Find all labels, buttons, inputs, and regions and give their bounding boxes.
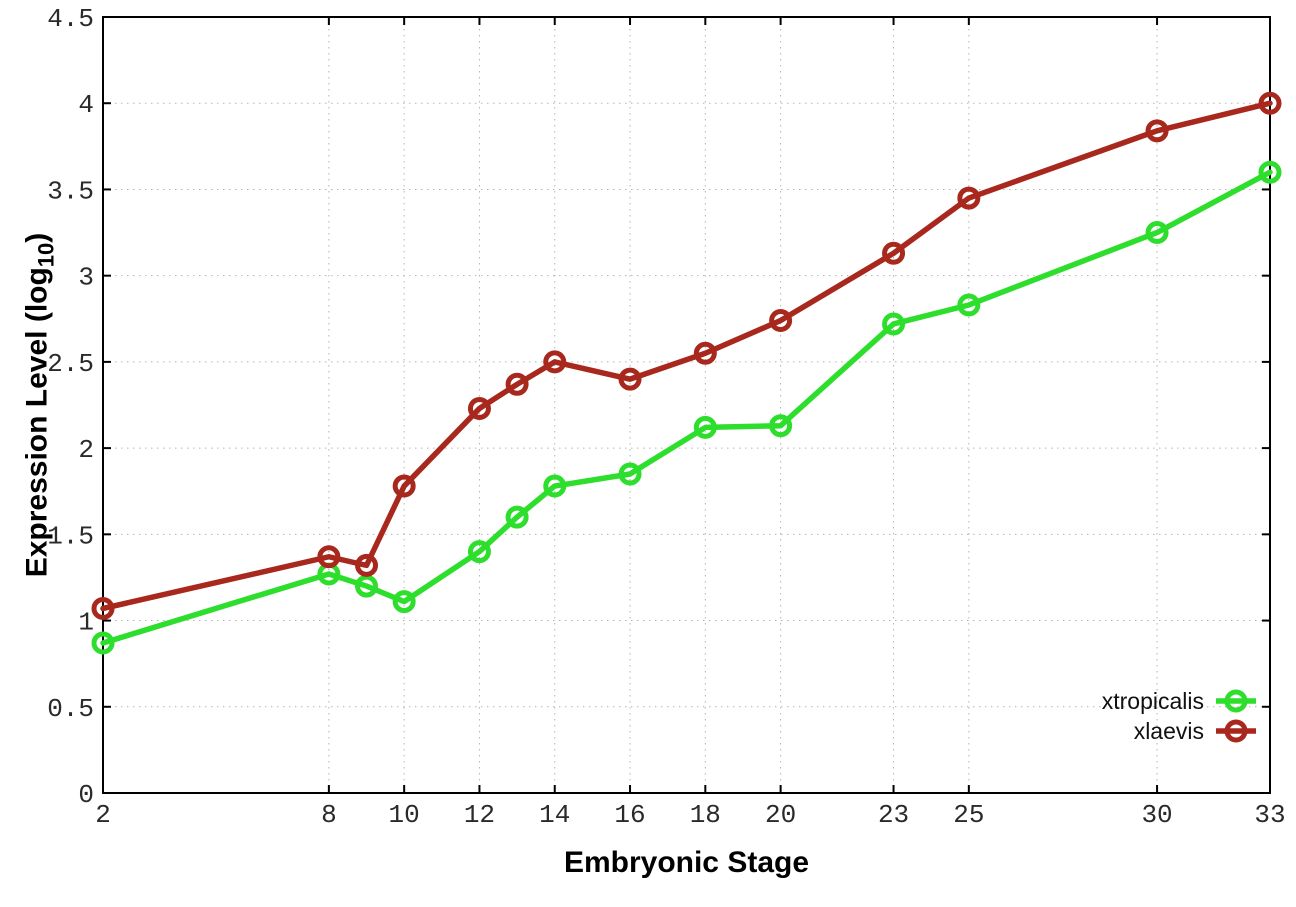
series-line-xtropicalis bbox=[100, 169, 1273, 646]
data-point-xtropicalis bbox=[1145, 221, 1169, 245]
x-tick-label: 8 bbox=[321, 800, 337, 830]
legend: xtropicalis xlaevis bbox=[1102, 686, 1258, 746]
data-point-xlaevis bbox=[882, 241, 906, 265]
y-axis-title: Expression Level (log10) bbox=[21, 233, 60, 578]
legend-item-xtropicalis: xtropicalis bbox=[1102, 686, 1258, 716]
y-tick-label: 4.5 bbox=[47, 4, 94, 34]
y-axis-title-suffix: ) bbox=[20, 232, 54, 243]
x-tick-label: 16 bbox=[614, 800, 645, 830]
data-point-xtropicalis bbox=[693, 415, 717, 439]
x-tick-label: 23 bbox=[878, 800, 909, 830]
x-tick-label: 30 bbox=[1141, 800, 1172, 830]
data-point-xtropicalis bbox=[957, 293, 981, 317]
x-tick-label: 14 bbox=[539, 800, 570, 830]
y-tick-label: 4 bbox=[78, 90, 94, 120]
x-tick-label: 10 bbox=[389, 800, 420, 830]
legend-sample-open-circle-icon bbox=[1216, 689, 1256, 713]
data-point-xlaevis bbox=[505, 372, 529, 396]
legend-sample-open-circle-icon bbox=[1216, 719, 1256, 743]
data-point-xlaevis bbox=[91, 596, 115, 620]
data-point-xlaevis bbox=[1258, 91, 1282, 115]
data-point-xtropicalis bbox=[1258, 160, 1282, 184]
data-point-xlaevis bbox=[1145, 119, 1169, 143]
data-point-xtropicalis bbox=[505, 505, 529, 529]
y-axis-title-subscript: 10 bbox=[33, 242, 59, 268]
legend-label-xlaevis: xlaevis bbox=[1133, 717, 1204, 744]
data-point-xtropicalis bbox=[91, 631, 115, 655]
data-point-xtropicalis bbox=[543, 474, 567, 498]
data-point-xtropicalis bbox=[618, 462, 642, 486]
y-tick-label: 0 bbox=[78, 780, 94, 810]
data-point-xlaevis bbox=[467, 396, 491, 420]
y-tick-label: 1 bbox=[78, 608, 94, 638]
x-tick-label: 20 bbox=[765, 800, 796, 830]
x-axis-title: Embryonic Stage bbox=[563, 846, 810, 879]
data-point-xlaevis bbox=[693, 341, 717, 365]
data-point-xtropicalis bbox=[392, 590, 416, 614]
x-tick-label: 12 bbox=[464, 800, 495, 830]
data-point-xlaevis bbox=[317, 545, 341, 569]
x-tick-label: 33 bbox=[1254, 800, 1285, 830]
y-axis-title-text: Expression Level (log bbox=[20, 267, 54, 578]
data-point-xlaevis bbox=[769, 309, 793, 333]
data-point-xlaevis bbox=[355, 553, 379, 577]
plot-border bbox=[102, 16, 1271, 794]
y-tick-label: 2 bbox=[78, 435, 94, 465]
x-tick-label: 25 bbox=[953, 800, 984, 830]
data-point-xtropicalis bbox=[467, 540, 491, 564]
data-point-xlaevis bbox=[392, 474, 416, 498]
y-tick-label: 2.5 bbox=[47, 349, 94, 379]
data-point-xlaevis bbox=[618, 367, 642, 391]
y-tick-label: 0.5 bbox=[47, 694, 94, 724]
data-point-xtropicalis bbox=[355, 574, 379, 598]
data-point-xtropicalis bbox=[769, 414, 793, 438]
data-point-xtropicalis bbox=[882, 312, 906, 336]
y-tick-label: 1.5 bbox=[47, 521, 94, 551]
x-tick-label: 2 bbox=[95, 800, 111, 830]
series-line-xlaevis bbox=[100, 100, 1273, 612]
legend-item-xlaevis: xlaevis bbox=[1102, 716, 1258, 746]
y-tick-label: 3 bbox=[78, 263, 94, 293]
data-point-xlaevis bbox=[957, 186, 981, 210]
x-tick-label: 18 bbox=[690, 800, 721, 830]
data-point-xlaevis bbox=[543, 350, 567, 374]
legend-label-xtropicalis: xtropicalis bbox=[1101, 687, 1204, 714]
y-tick-label: 3.5 bbox=[47, 176, 94, 206]
